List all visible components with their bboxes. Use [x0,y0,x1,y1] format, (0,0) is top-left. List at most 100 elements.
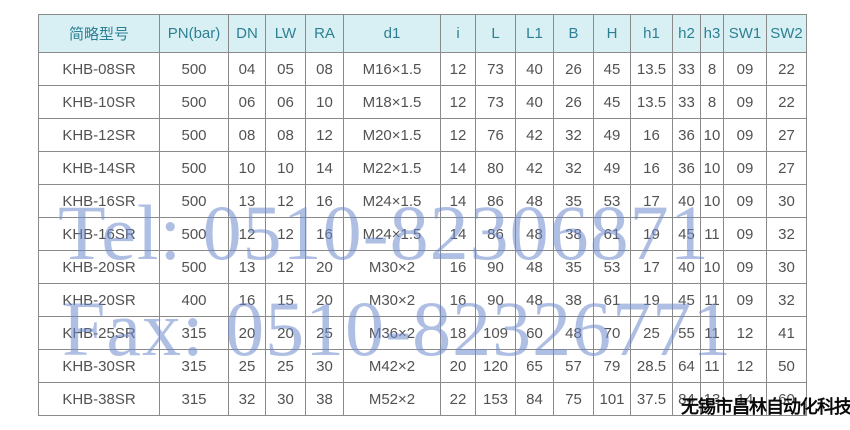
table-cell: 10 [700,151,724,185]
table-cell: 30 [766,184,807,218]
table-cell: 40 [515,85,554,119]
table-cell: 36 [672,118,701,152]
table-cell: 10 [700,250,724,284]
table-cell: 08 [265,118,306,152]
table-cell: 76 [475,118,516,152]
table-cell: 22 [440,382,476,416]
column-header-9: B [553,14,594,53]
table-cell: 20 [305,250,344,284]
table-cell: 19 [630,283,673,317]
table-cell: 20 [305,283,344,317]
table-cell: 12 [265,217,306,251]
table-cell: 22 [766,52,807,86]
table-cell: 8 [700,52,724,86]
table-cell: 25 [228,349,266,383]
table-cell: 08 [305,52,344,86]
table-cell: 60 [766,382,807,416]
table-cell: 11 [700,283,724,317]
table-cell: 48 [553,316,594,350]
table-row: KHB-16SR 500 12 12 16 M24×1.5 14 86 48 38 61 19 45 11… [38,217,807,251]
model-cell: KHB-38SR [38,382,160,416]
table-cell: 09 [723,184,767,218]
table-cell: M24×1.5 [343,217,441,251]
table-cell: 90 [475,283,516,317]
column-header-14: SW1 [723,14,767,53]
table-cell: 36 [672,151,701,185]
column-header-2: DN [228,14,266,53]
model-cell: KHB-14SR [38,151,160,185]
table-cell: 49 [593,151,631,185]
column-header-7: L [475,14,516,53]
table-cell: 16 [305,217,344,251]
table-cell: 06 [228,85,266,119]
table-cell: 109 [475,316,516,350]
table-cell: 06 [265,85,306,119]
table-cell: 61 [593,283,631,317]
table-cell: 17 [630,184,673,218]
table-cell: 09 [723,118,767,152]
table-row: KHB-10SR 500 06 06 10 M18×1.5 12 73 40 26 45 13.5 33… [38,85,807,119]
table-cell: 73 [475,85,516,119]
table-cell: 38 [553,283,594,317]
table-cell: 315 [159,316,229,350]
table-cell: 13.5 [630,85,673,119]
table-row: KHB-08SR 500 04 05 08 M16×1.5 12 73 40 26 45 13.5 33… [38,52,807,86]
table-cell: M20×1.5 [343,118,441,152]
table-cell: 40 [672,184,701,218]
table-cell: 53 [593,184,631,218]
column-header-10: H [593,14,631,53]
table-cell: 10 [700,184,724,218]
table-cell: 28.5 [630,349,673,383]
column-header-11: h1 [630,14,673,53]
model-cell: KHB-20SR [38,250,160,284]
table-cell: 30 [305,349,344,383]
table-cell: 10 [228,151,266,185]
table-cell: 48 [515,217,554,251]
table-cell: 65 [515,349,554,383]
table-cell: 14 [440,184,476,218]
table-cell: 35 [553,250,594,284]
table-cell: 19 [630,217,673,251]
table-cell: 20 [228,316,266,350]
table-cell: 57 [553,349,594,383]
table-cell: 48 [515,184,554,218]
table-cell: 45 [672,217,701,251]
table-row: KHB-12SR 500 08 08 12 M20×1.5 12 76 42 32 49 16 36 10… [38,118,807,152]
table-cell: 84 [515,382,554,416]
table-cell: 500 [159,151,229,185]
column-header-5: d1 [343,14,441,53]
table-cell: M42×2 [343,349,441,383]
model-cell: KHB-08SR [38,52,160,86]
table-cell: 90 [475,250,516,284]
table-cell: 10 [305,85,344,119]
table-cell: 84 [672,382,701,416]
table-cell: 12 [440,52,476,86]
table-cell: 25 [630,316,673,350]
table-cell: 04 [228,52,266,86]
table-cell: 09 [723,217,767,251]
table-cell: 14 [723,382,767,416]
column-header-0: 简略型号 [38,14,160,53]
table-cell: 400 [159,283,229,317]
table-cell: 16 [228,283,266,317]
table-cell: 12 [305,118,344,152]
table-cell: 16 [440,250,476,284]
table-cell: 12 [265,250,306,284]
spec-table-body: KHB-08SR 500 04 05 08 M16×1.5 12 73 40 26 45 13.5 33… [38,52,807,416]
table-cell: 315 [159,382,229,416]
column-header-1: PN(bar) [159,14,229,53]
table-cell: 30 [766,250,807,284]
table-cell: 40 [672,250,701,284]
table-cell: 80 [475,151,516,185]
table-cell: 79 [593,349,631,383]
table-cell: 32 [766,217,807,251]
table-cell: 11 [700,349,724,383]
table-cell: 13 [700,382,724,416]
model-cell: KHB-10SR [38,85,160,119]
table-cell: 09 [723,250,767,284]
table-cell: 33 [672,52,701,86]
